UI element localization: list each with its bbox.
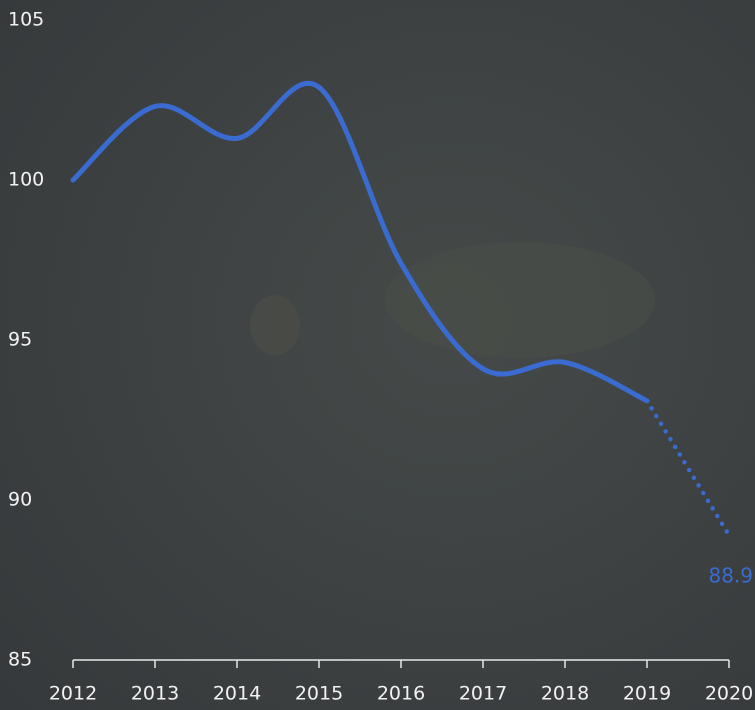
x-tick-label: 2018 bbox=[541, 683, 589, 705]
data-label: 88.9 bbox=[708, 564, 753, 588]
x-tick-label: 2015 bbox=[295, 683, 343, 705]
island bbox=[385, 242, 655, 358]
x-tick-label: 2016 bbox=[377, 683, 425, 705]
rock bbox=[250, 295, 300, 355]
x-tick-label: 2013 bbox=[131, 683, 179, 705]
x-tick-label: 2019 bbox=[623, 683, 671, 705]
series-line bbox=[70, 81, 650, 404]
y-tick-label: 90 bbox=[8, 489, 32, 511]
x-tick-label: 2012 bbox=[49, 683, 97, 705]
x-tick-label: 2020 bbox=[705, 683, 753, 705]
y-tick-label: 85 bbox=[8, 649, 32, 671]
y-tick-label: 105 bbox=[8, 9, 44, 31]
x-tick-label: 2014 bbox=[213, 683, 261, 705]
series-line bbox=[644, 398, 732, 538]
x-tick-label: 2017 bbox=[459, 683, 507, 705]
y-tick-label: 95 bbox=[8, 329, 32, 351]
y-tick-label: 100 bbox=[8, 169, 44, 191]
